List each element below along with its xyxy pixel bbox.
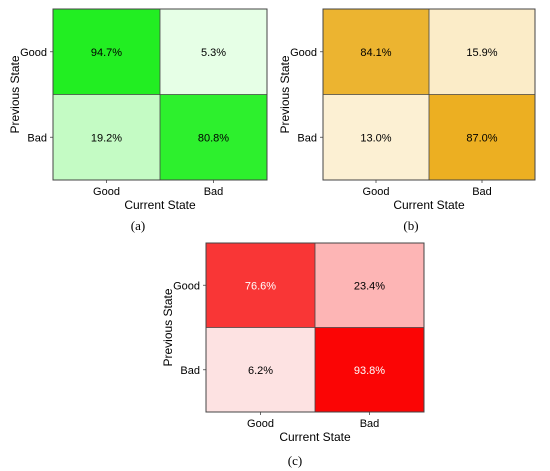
heatmap-cell bbox=[160, 94, 267, 180]
x-tick-label: Bad bbox=[360, 418, 380, 430]
y-tick-label: Bad bbox=[27, 132, 47, 144]
heatmap-svg: 84.1% 15.9% 13.0% 87.0% Good Bad Good Bad Curren… bbox=[278, 8, 536, 212]
panel-label: (a) bbox=[130, 218, 146, 233]
cell-value-label: 76.6% bbox=[245, 280, 276, 292]
heatmap-panel-a: 94.7% 5.3% 19.2% 80.8% Good Bad Good Bad Current… bbox=[0, 0, 275, 240]
y-tick-label: Good bbox=[173, 280, 200, 292]
x-tick-label: Bad bbox=[472, 186, 492, 198]
x-tick-label: Good bbox=[363, 186, 390, 198]
y-axis-label: Previous State bbox=[278, 55, 292, 133]
cell-value-label: 19.2% bbox=[91, 132, 122, 144]
y-tick-label: Good bbox=[20, 47, 47, 59]
heatmap-cell bbox=[53, 94, 160, 180]
y-tick-label: Bad bbox=[180, 365, 200, 377]
x-tick-label: Bad bbox=[204, 186, 224, 198]
cell-value-label: 5.3% bbox=[201, 47, 226, 59]
heatmap-frame bbox=[205, 242, 425, 413]
heatmap-panel-c: 76.6% 23.4% 6.2% 93.8% Good Bad Good Bad Current… bbox=[150, 232, 440, 471]
heatmap-svg: 94.7% 5.3% 19.2% 80.8% Good Bad Good Bad Current… bbox=[8, 8, 268, 212]
cell-value-label: 15.9% bbox=[466, 47, 497, 59]
cell-value-label: 93.8% bbox=[354, 365, 385, 377]
heatmap-svg: 76.6% 23.4% 6.2% 93.8% Good Bad Good Bad Current… bbox=[161, 242, 425, 444]
heatmap-panel-b: 84.1% 15.9% 13.0% 87.0% Good Bad Good Bad Curren… bbox=[275, 0, 550, 240]
y-axis-label: Previous State bbox=[8, 55, 22, 133]
x-tick-label: Good bbox=[93, 186, 120, 198]
x-axis-label: Current State bbox=[393, 198, 465, 212]
cell-value-label: 23.4% bbox=[354, 280, 385, 292]
heatmap-cell bbox=[315, 327, 424, 412]
heatmap-frame bbox=[322, 8, 536, 181]
heatmap-cell bbox=[323, 94, 429, 180]
y-tick-label: Bad bbox=[297, 132, 317, 144]
cell-value-label: 87.0% bbox=[466, 132, 497, 144]
heatmap-cell bbox=[429, 94, 535, 180]
heatmap-cell bbox=[160, 9, 267, 95]
cell-value-label: 13.0% bbox=[360, 132, 391, 144]
heatmap-frame bbox=[52, 8, 268, 181]
x-axis-label: Current State bbox=[124, 198, 196, 212]
x-tick-label: Good bbox=[247, 418, 274, 430]
panel-label: (b) bbox=[403, 218, 419, 233]
panel-label: (c) bbox=[287, 453, 303, 468]
y-axis-label: Previous State bbox=[161, 288, 175, 366]
heatmap-cell bbox=[53, 9, 160, 95]
cell-value-label: 6.2% bbox=[248, 365, 273, 377]
y-tick-label: Good bbox=[290, 47, 317, 59]
heatmap-cell bbox=[206, 243, 315, 328]
cell-value-label: 80.8% bbox=[198, 132, 229, 144]
heatmap-cell bbox=[315, 243, 424, 328]
cell-value-label: 94.7% bbox=[91, 47, 122, 59]
heatmap-cell bbox=[429, 9, 535, 95]
heatmap-cell bbox=[323, 9, 429, 95]
cell-value-label: 84.1% bbox=[360, 47, 391, 59]
heatmap-cell bbox=[206, 327, 315, 412]
x-axis-label: Current State bbox=[279, 430, 351, 444]
